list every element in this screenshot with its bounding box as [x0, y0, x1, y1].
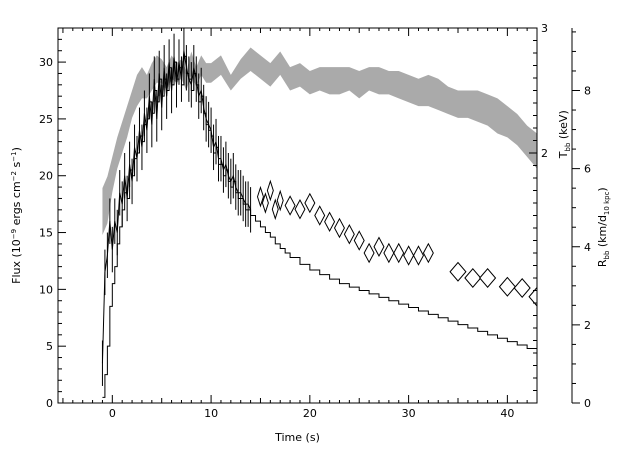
- radius-title-end: ): [596, 187, 609, 191]
- temperature-point: [276, 189, 284, 212]
- temp-title-sub: bb: [564, 142, 572, 151]
- flux-title-part1: Flux (10: [10, 239, 23, 284]
- x-tick-label: 0: [109, 407, 116, 420]
- x-tick-label: 10: [204, 407, 218, 420]
- temp-title-main: T: [557, 151, 570, 159]
- radius-title-sub2: 10 kpc: [603, 191, 611, 215]
- x-axis-ticks: 0 10 20 30 40: [62, 28, 538, 420]
- temperature-point: [464, 267, 482, 289]
- radius-axis-title: Rbb (km/d10 kpc): [596, 187, 611, 267]
- radius-title-main: R: [596, 259, 609, 267]
- radius-tick-label: 4: [584, 241, 591, 254]
- temperature-point: [333, 217, 345, 239]
- radius-tick-label: 6: [584, 163, 591, 176]
- temperature-point: [422, 242, 434, 264]
- temperature-point: [261, 192, 269, 214]
- temp-tick-label: 3: [541, 22, 548, 35]
- temperature-point: [256, 185, 264, 208]
- radius-tick-label: 2: [584, 319, 591, 332]
- temperature-point: [324, 211, 336, 233]
- temperature-diamond-layer: [256, 179, 538, 308]
- radius-band-layer: [102, 47, 537, 236]
- flux-title-end: ): [10, 147, 23, 151]
- temperature-point: [271, 198, 279, 221]
- temperature-point: [266, 179, 274, 202]
- temperature-point: [479, 267, 497, 289]
- flux-tick-label: 25: [39, 113, 53, 126]
- temperature-point: [363, 242, 375, 264]
- temperature-axis-title: Tbb (keV): [557, 110, 572, 159]
- temperature-point: [294, 198, 306, 220]
- flux-title-part2: ergs cm: [10, 181, 23, 229]
- temp-tick-label: 2: [541, 147, 548, 160]
- temperature-point: [284, 195, 296, 216]
- temperature-point: [498, 276, 516, 297]
- flux-errorbar-layer: [101, 28, 252, 386]
- x-axis-title: Time (s): [274, 431, 320, 444]
- flux-title-exp1: −9: [10, 229, 18, 239]
- x-tick-label: 30: [402, 407, 416, 420]
- temperature-point: [513, 277, 531, 299]
- temperature-point: [403, 245, 415, 266]
- flux-title-exp3: −1: [10, 151, 18, 161]
- temperature-point: [373, 236, 385, 258]
- flux-tick-label: 15: [39, 227, 53, 240]
- temperature-axis-ticks: 23: [529, 22, 548, 391]
- temperature-point: [412, 245, 424, 266]
- radius-title-rest: (km/d: [596, 215, 609, 251]
- radius-tick-label: 8: [584, 85, 591, 98]
- temperature-point: [304, 192, 316, 214]
- temperature-point: [449, 261, 467, 282]
- flux-tick-label: 30: [39, 56, 53, 69]
- temperature-point: [353, 230, 365, 251]
- temperature-point: [393, 242, 405, 264]
- flux-title-part3: s: [10, 161, 23, 170]
- radius-axis-ticks: 0 2 4 6 8: [572, 31, 591, 410]
- flux-tick-label: 10: [39, 283, 53, 296]
- x-tick-label: 40: [500, 407, 514, 420]
- flux-title-exp2: −2: [10, 171, 18, 181]
- flux-tick-label: 5: [46, 340, 53, 353]
- temp-title-rest: (keV): [557, 110, 570, 142]
- flux-noisy-line: [101, 50, 252, 364]
- radius-title-sub: bb: [603, 250, 611, 259]
- x-tick-label: 20: [303, 407, 317, 420]
- radius-band: [102, 47, 537, 236]
- radius-tick-label: 0: [584, 397, 591, 410]
- flux-axis-ticks: 0 5 10 15 20 25 30: [39, 27, 66, 410]
- flux-tick-label: 20: [39, 170, 53, 183]
- temperature-point: [314, 205, 326, 226]
- flux-axis-title: Flux (10−9 ergs cm−2 s−1): [10, 147, 23, 284]
- flux-tick-label: 0: [46, 397, 53, 410]
- temperature-point: [343, 223, 355, 245]
- temperature-point: [383, 242, 395, 264]
